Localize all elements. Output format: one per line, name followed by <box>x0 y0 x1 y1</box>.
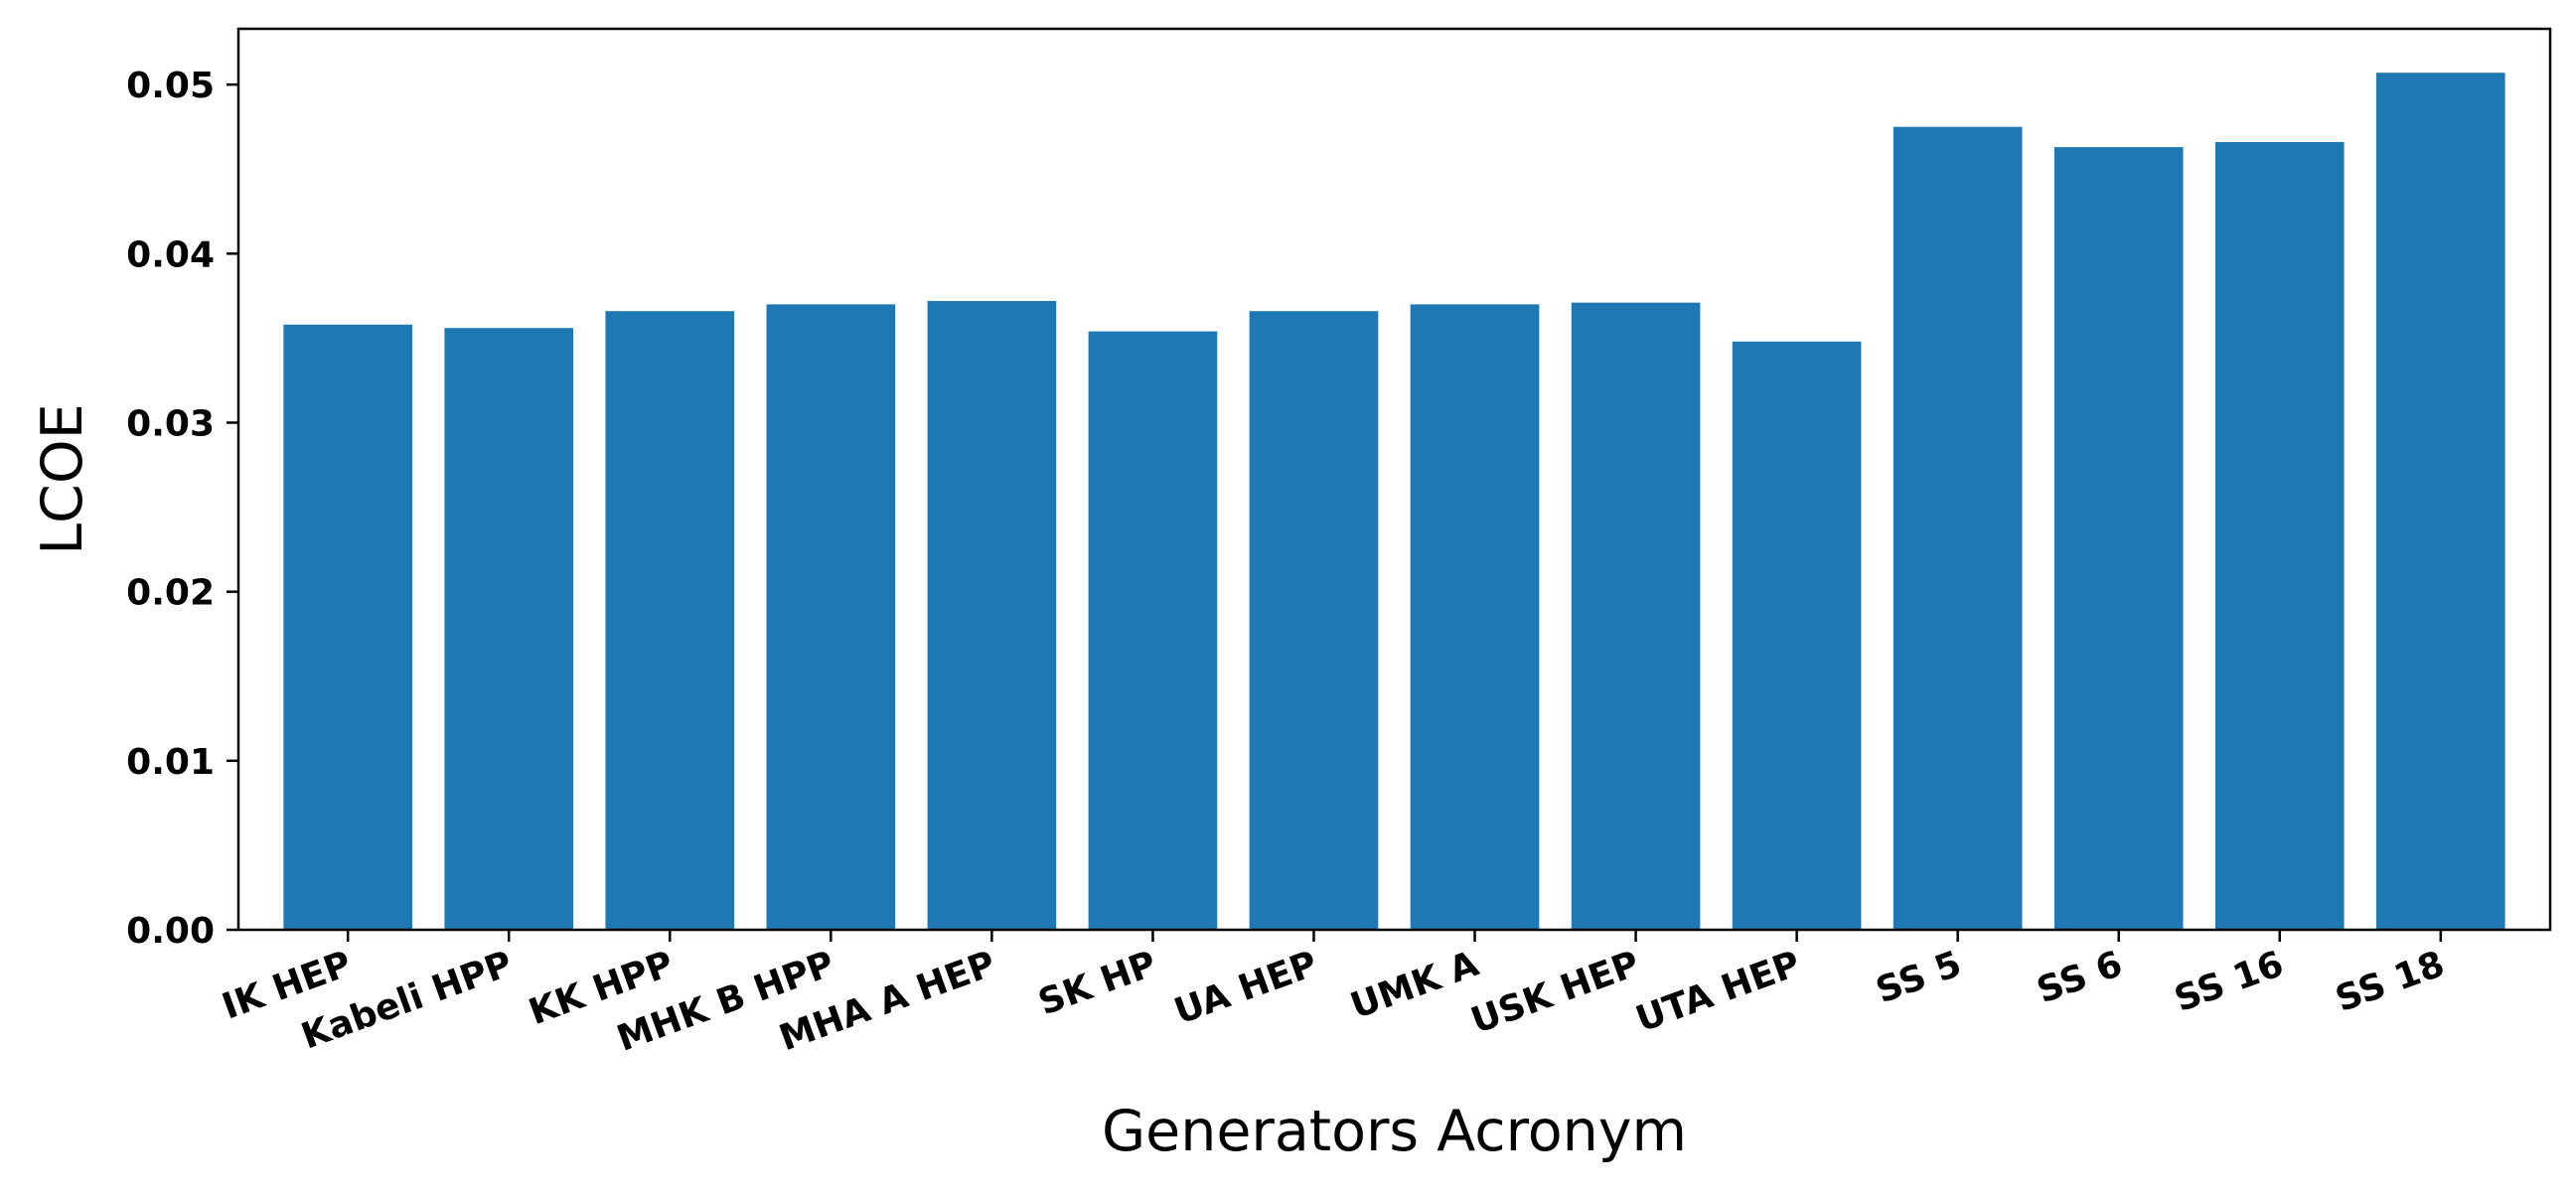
bars-layer <box>283 73 2505 931</box>
bar-mha-a-hep <box>927 300 1057 930</box>
y-tick-label: 0.01 <box>126 742 215 783</box>
bar-uta-hep <box>1732 341 1862 930</box>
y-tick-label: 0.05 <box>126 66 215 106</box>
y-tick-label: 0.03 <box>126 403 215 444</box>
x-tick-label: UA HEP <box>1169 944 1323 1033</box>
y-axis-ticks: 0.00 0.01 0.02 0.03 0.04 0.05 <box>126 66 238 952</box>
y-tick-label: 0.00 <box>126 911 215 952</box>
y-tick-label: 0.04 <box>126 234 215 275</box>
bar-sk-hp <box>1088 331 1218 930</box>
bar-kk-hpp <box>605 311 735 930</box>
plot-frame <box>236 27 2552 932</box>
bar-ss-18 <box>2375 73 2505 931</box>
bar-ua-hep <box>1249 311 1379 930</box>
x-tick-label: USK HEP <box>1466 944 1645 1042</box>
bar-kabeli-hpp <box>444 328 574 931</box>
x-tick-label: SS 18 <box>2331 944 2450 1020</box>
x-tick-label: SS 5 <box>1871 944 1967 1012</box>
y-tick-label: 0.02 <box>126 573 215 614</box>
bar-ss-16 <box>2214 142 2345 931</box>
bar-ss-6 <box>2053 147 2184 931</box>
bar-umk-a <box>1410 304 1540 930</box>
x-tick-label: UTA HEP <box>1631 944 1806 1041</box>
x-tick-label: UMK A <box>1345 944 1483 1027</box>
x-axis-title: Generators Acronym <box>1102 1099 1687 1164</box>
bar-ss-5 <box>1893 126 2023 930</box>
y-axis-title: LCOE <box>30 403 95 554</box>
bar-usk-hep <box>1571 302 1701 930</box>
bar-ik-hep <box>283 324 413 930</box>
bar-mhk-b-hpp <box>766 304 896 930</box>
x-tick-label: SK HP <box>1033 944 1161 1024</box>
x-tick-label: SS 16 <box>2170 944 2289 1020</box>
x-tick-label: SS 6 <box>2032 944 2128 1012</box>
